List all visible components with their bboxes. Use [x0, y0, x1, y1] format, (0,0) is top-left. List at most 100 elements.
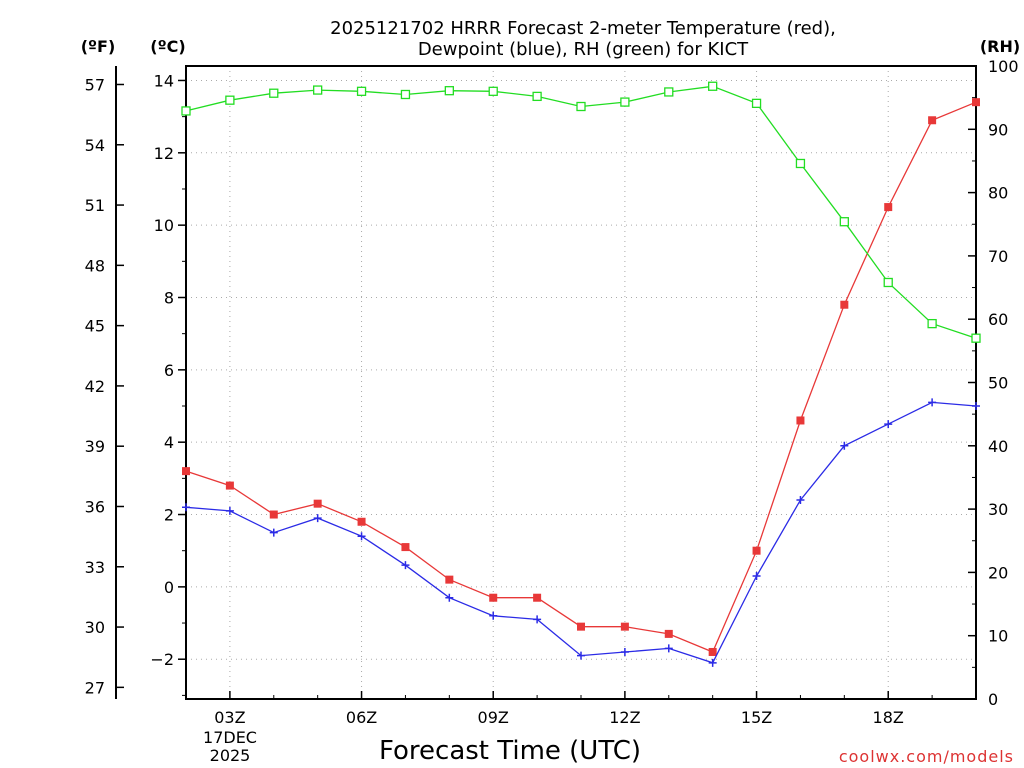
dewpoint-point [269, 528, 278, 537]
celsius-tick-label: 4 [164, 433, 174, 452]
x-tick-label: 09Z [478, 708, 509, 727]
fahrenheit-tick-label: 42 [85, 377, 105, 396]
dewpoint-point [489, 611, 498, 620]
rh-series [181, 81, 981, 343]
temperature-point [357, 517, 366, 526]
chart-subtitle: Dewpoint (blue), RH (green) for KICT [418, 39, 749, 60]
rh-tick-label: 80 [988, 184, 1008, 203]
rh-point [751, 98, 762, 108]
dewpoint-point [928, 398, 937, 407]
x-tick-label: 06Z [346, 708, 377, 727]
fahrenheit-tick-label: 36 [85, 497, 105, 516]
rh-tick-label: 60 [988, 310, 1008, 329]
rh-point [971, 333, 981, 343]
temperature-point [225, 481, 234, 490]
fahrenheit-tick-label: 30 [85, 618, 105, 637]
rh-point [576, 101, 586, 112]
rh-point [181, 106, 191, 116]
temperature-point [708, 647, 717, 656]
rh-point [400, 89, 411, 100]
dewpoint-point [796, 496, 805, 505]
celsius-tick-label: 8 [164, 288, 174, 307]
temperature-point [401, 543, 410, 552]
rh-tick-label: 0 [988, 690, 998, 709]
fahrenheit-tick-label: 27 [85, 678, 105, 697]
celsius-tick-label: 0 [164, 578, 174, 597]
dewpoint-point [445, 593, 454, 602]
rh-point [708, 81, 718, 91]
date-label-month: 17DEC [203, 728, 257, 747]
celsius-tick-label: 14 [154, 71, 174, 90]
rh-tick-label: 40 [988, 437, 1008, 456]
dewpoint-point [972, 402, 980, 411]
rh-point [313, 85, 323, 95]
rh-tick-label: 20 [988, 563, 1008, 582]
celsius-tick-label: −2 [150, 650, 174, 669]
temperature-point [796, 416, 805, 425]
temperature-point [533, 593, 542, 602]
rh-tick-label: 10 [988, 627, 1008, 646]
celsius-tick-label: 2 [164, 506, 174, 525]
fahrenheit-tick-label: 45 [85, 317, 105, 336]
celsius-tick-label: 6 [164, 361, 174, 380]
rh-tick-label: 30 [988, 500, 1008, 519]
temperature-point [182, 467, 190, 476]
fahrenheit-unit-label: (ºF) [81, 37, 116, 56]
chart-title: 2025121702 HRRR Forecast 2-meter Tempera… [330, 18, 836, 39]
x-tick-label: 18Z [873, 708, 904, 727]
rh-line [185, 85, 977, 339]
dewpoint-point [401, 561, 410, 570]
celsius-unit-label: (ºC) [150, 37, 185, 56]
rh-point [532, 91, 542, 102]
rh-point [269, 88, 279, 98]
rh-tick-label: 100 [988, 57, 1019, 76]
celsius-tick-label: 10 [154, 216, 174, 235]
grid-lines [186, 66, 976, 699]
temperature-point [972, 98, 980, 107]
dewpoint-point [664, 644, 673, 653]
dewpoint-point [225, 506, 234, 515]
plot-frame [185, 65, 977, 700]
fahrenheit-tick-label: 54 [85, 136, 105, 155]
rh-tick-label: 70 [988, 247, 1008, 266]
temperature-point [269, 510, 278, 519]
series-layer [181, 81, 981, 667]
dewpoint-point [577, 651, 585, 660]
x-tick-label: 12Z [609, 708, 640, 727]
rh-point [225, 95, 235, 105]
temperature-point [577, 622, 585, 631]
temperature-point [313, 499, 322, 508]
temperature-point [840, 300, 849, 309]
axes: −2 0 2 4 6 8 10 12 14 27 30 33 36 39 42 45 48 51 54 57 0 10 20… [85, 57, 1019, 727]
temperature-point [884, 203, 893, 212]
temperature-series [182, 98, 980, 656]
rh-point [488, 86, 498, 96]
rh-point [795, 158, 806, 169]
dewpoint-point [533, 615, 542, 624]
temperature-point [445, 575, 454, 584]
dewpoint-series [182, 398, 980, 667]
dewpoint-point [620, 647, 629, 656]
x-axis-title: Forecast Time (UTC) [379, 736, 641, 766]
rh-point [444, 86, 454, 96]
temperature-line [185, 101, 977, 653]
rh-point [883, 277, 893, 288]
temperature-point [620, 622, 629, 631]
dewpoint-point [182, 503, 190, 512]
fahrenheit-tick-label: 57 [85, 75, 105, 94]
dewpoint-point [313, 514, 322, 523]
rh-point [356, 86, 367, 96]
rh-point [927, 318, 937, 329]
rh-tick-label: 50 [988, 374, 1008, 393]
date-label-year: 2025 [210, 746, 251, 765]
rh-point [620, 97, 630, 107]
credit-link[interactable]: coolwx.com/models [839, 747, 1014, 766]
temperature-point [664, 629, 673, 638]
dewpoint-point [752, 572, 761, 581]
x-tick-label: 03Z [214, 708, 245, 727]
temperature-point [928, 116, 937, 125]
dewpoint-point [357, 532, 366, 541]
fahrenheit-tick-label: 39 [85, 437, 105, 456]
dewpoint-point [840, 441, 849, 450]
